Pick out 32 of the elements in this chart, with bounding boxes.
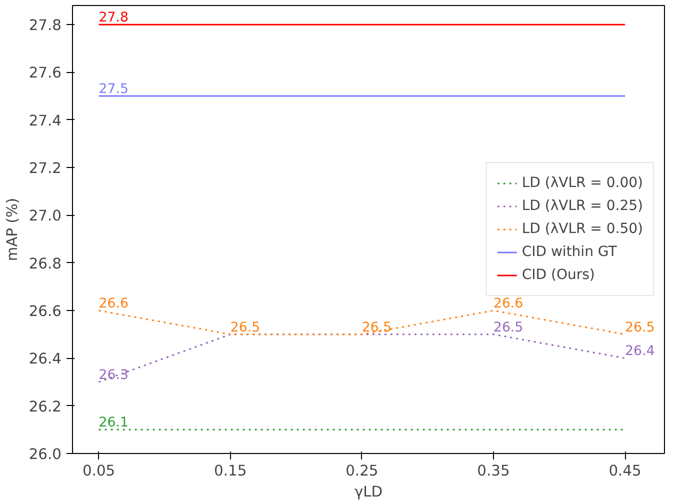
y-tick-label: 26.8 — [28, 255, 62, 272]
data-label: 26.5 — [230, 320, 260, 336]
data-label: 26.5 — [625, 320, 655, 336]
y-tick-label: 26.0 — [28, 446, 62, 463]
y-tick-label: 27.6 — [28, 64, 62, 82]
data-label: 27.8 — [98, 10, 128, 26]
legend-label: CID (Ours) — [522, 267, 595, 283]
y-tick-label: 26.2 — [28, 398, 62, 416]
y-tick-label: 27.0 — [28, 208, 62, 225]
data-label: 26.6 — [493, 296, 524, 312]
data-label: 26.4 — [625, 344, 655, 360]
data-label: 26.5 — [362, 320, 392, 336]
y-tick-label: 27.2 — [28, 160, 62, 178]
y-axis-title: mAP (%) — [4, 198, 21, 262]
data-label: 26.1 — [98, 416, 128, 431]
x-tick-label: 0.25 — [346, 462, 378, 480]
legend-label: LD (λVLR = 0.25) — [522, 198, 643, 214]
legend-label: CID within GT — [522, 244, 617, 260]
y-tick-label: 27.4 — [28, 112, 62, 130]
x-axis-title: γLD — [354, 484, 383, 500]
data-label: 26.5 — [493, 320, 524, 336]
data-label: 27.5 — [98, 82, 128, 98]
legend-label: LD (λVLR = 0.50) — [522, 221, 643, 237]
y-tick-label: 26.6 — [28, 303, 62, 320]
x-tick-label: 0.45 — [608, 462, 642, 480]
data-label: 26.6 — [98, 296, 128, 312]
x-tick-label: 0.15 — [214, 462, 247, 480]
legend-label: LD (λVLR = 0.00) — [522, 175, 643, 191]
y-tick-label: 26.4 — [28, 350, 62, 368]
x-tick-label: 0.05 — [82, 462, 116, 480]
x-tick-label: 0.35 — [477, 462, 510, 480]
y-tick-label: 27.8 — [28, 17, 62, 34]
